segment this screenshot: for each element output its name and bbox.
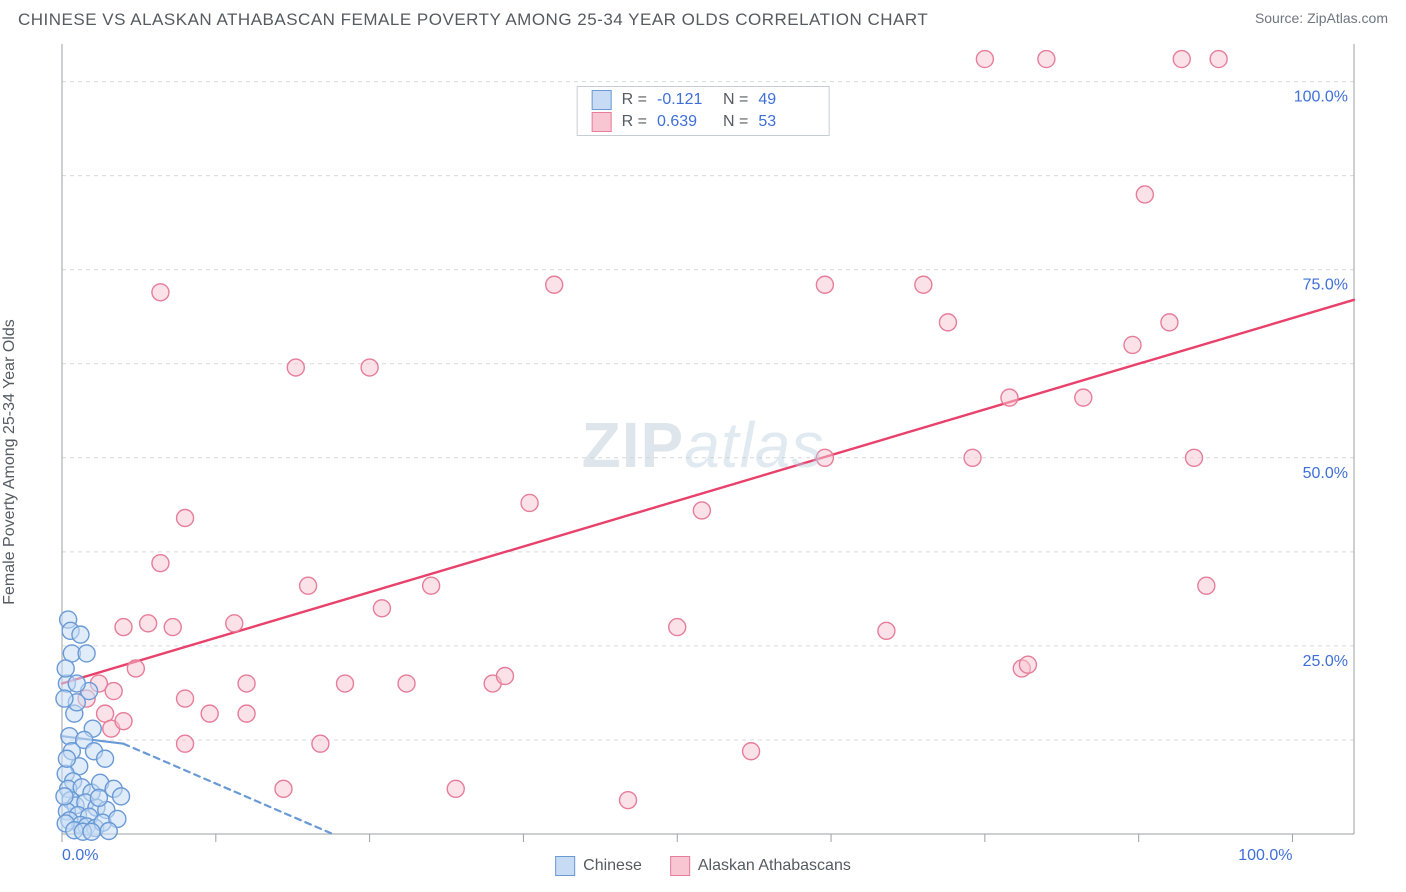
source-attribution: Source: ZipAtlas.com [1255,10,1388,26]
r-value-1: -0.121 [657,91,713,109]
swatch-series1 [592,90,612,110]
legend-label-1: Chinese [583,857,642,875]
legend-swatch-2 [670,856,690,876]
series-legend: Chinese Alaskan Athabascans [555,856,851,876]
legend-item-series2: Alaskan Athabascans [670,856,851,876]
swatch-series2 [592,112,612,132]
corr-row-series1: R = -0.121 N = 49 [578,89,829,111]
svg-text:75.0%: 75.0% [1303,277,1348,294]
svg-text:100.0%: 100.0% [1294,89,1348,106]
svg-text:0.0%: 0.0% [62,847,98,864]
n-label-2: N = [723,113,748,131]
legend-label-2: Alaskan Athabascans [698,857,851,875]
y-axis-label: Female Poverty Among 25-34 Year Olds [1,319,19,605]
scatter-plot: 0.0% 100.0% 25.0% 50.0% 75.0% 100.0% [18,42,1388,882]
svg-text:50.0%: 50.0% [1303,465,1348,482]
legend-swatch-1 [555,856,575,876]
source-prefix: Source: [1255,10,1307,26]
corr-row-series2: R = 0.639 N = 53 [578,111,829,133]
r-value-2: 0.639 [657,113,713,131]
correlation-legend: R = -0.121 N = 49 R = 0.639 N = 53 [577,86,830,136]
n-label-1: N = [723,91,748,109]
n-value-2: 53 [758,113,814,131]
n-value-1: 49 [758,91,814,109]
r-label-1: R = [622,91,647,109]
svg-text:100.0%: 100.0% [1238,847,1292,864]
chart-title: CHINESE VS ALASKAN ATHABASCAN FEMALE POV… [18,10,928,30]
chart-container: Female Poverty Among 25-34 Year Olds 0.0… [18,42,1388,882]
legend-item-series1: Chinese [555,856,642,876]
svg-text:25.0%: 25.0% [1303,653,1348,670]
source-link[interactable]: ZipAtlas.com [1307,10,1388,26]
r-label-2: R = [622,113,647,131]
